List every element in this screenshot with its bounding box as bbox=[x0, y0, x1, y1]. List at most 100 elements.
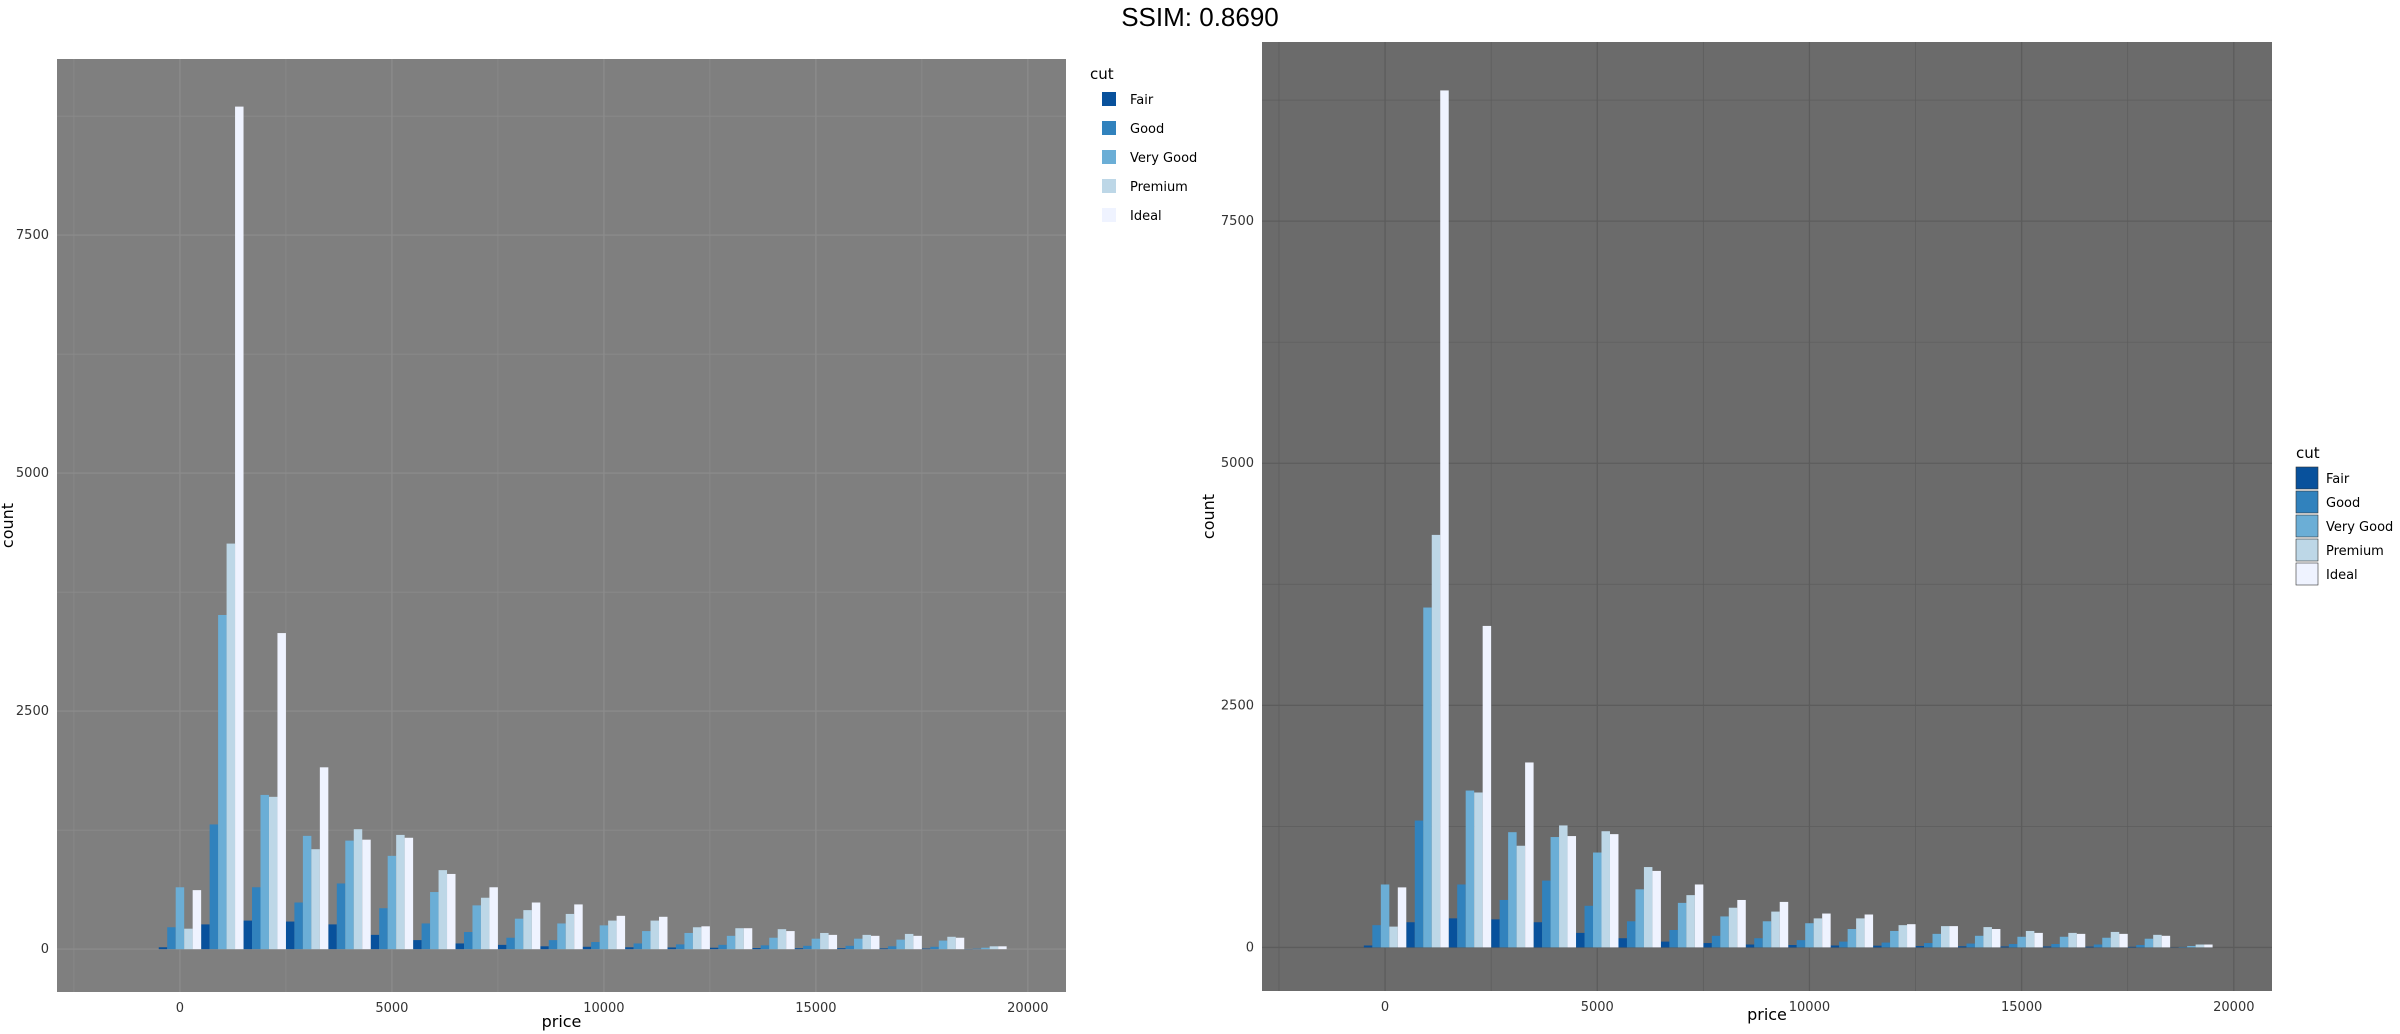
bar-very-good bbox=[1720, 916, 1729, 948]
bar-very-good bbox=[175, 887, 185, 950]
bar-good bbox=[2093, 944, 2103, 948]
x-tick-label: 0 bbox=[1381, 1000, 1389, 1015]
bar-good bbox=[1796, 940, 1806, 948]
legend-key-premium bbox=[1102, 179, 1116, 193]
bar-ideal bbox=[2034, 932, 2043, 948]
bar-ideal bbox=[1949, 926, 1958, 948]
bar-fair bbox=[243, 920, 253, 950]
bar-premium bbox=[438, 870, 448, 950]
bar-good bbox=[1881, 942, 1891, 948]
legend-key-good bbox=[2295, 490, 2319, 514]
bar-good bbox=[421, 923, 431, 950]
x-tick-label: 20000 bbox=[2213, 1000, 2254, 1015]
bar-very-good bbox=[260, 794, 269, 950]
plot-panel bbox=[1262, 42, 2272, 991]
legend-label: Fair bbox=[2326, 472, 2350, 487]
bar-very-good bbox=[684, 932, 693, 950]
bar-very-good bbox=[430, 892, 439, 950]
bar-good bbox=[2136, 945, 2145, 948]
bar-very-good bbox=[1465, 790, 1475, 948]
bar-premium bbox=[608, 920, 617, 950]
legend-key-ideal bbox=[2295, 562, 2319, 586]
bar-good bbox=[1584, 905, 1594, 948]
bar-very-good bbox=[1508, 832, 1517, 948]
bar-premium bbox=[396, 834, 405, 950]
bar-premium bbox=[1643, 867, 1653, 948]
bar-very-good bbox=[218, 614, 227, 950]
bar-very-good bbox=[981, 947, 990, 950]
bar-ideal bbox=[1737, 899, 1746, 948]
bar-good bbox=[930, 946, 939, 950]
bars bbox=[158, 106, 1007, 950]
legend-label: Good bbox=[1130, 122, 1164, 137]
bar-good bbox=[887, 946, 897, 950]
bar-premium bbox=[989, 946, 999, 950]
bar-premium bbox=[904, 933, 914, 950]
x-tick-label: 0 bbox=[176, 1001, 184, 1016]
bar-good bbox=[760, 945, 770, 950]
bar-premium bbox=[650, 920, 660, 950]
bar-very-good bbox=[472, 905, 481, 950]
bar-fair bbox=[1830, 945, 1840, 948]
bar-very-good bbox=[1974, 935, 1984, 948]
bar-good bbox=[1754, 938, 1763, 948]
bar-ideal bbox=[913, 935, 922, 950]
legend-key-fair bbox=[2295, 466, 2319, 490]
bar-ideal bbox=[531, 902, 541, 950]
bar-ideal bbox=[743, 928, 753, 950]
bar-good bbox=[1499, 899, 1509, 948]
bar-good bbox=[336, 883, 346, 950]
bar-fair bbox=[1448, 918, 1458, 948]
bar-very-good bbox=[896, 939, 905, 950]
bar-fair bbox=[285, 921, 295, 950]
legend-label: Ideal bbox=[2326, 568, 2358, 583]
bar-very-good bbox=[557, 923, 566, 950]
bar-fair bbox=[752, 948, 761, 950]
bar-fair bbox=[794, 948, 804, 950]
bar-good bbox=[1457, 884, 1466, 948]
x-axis-title: price bbox=[1747, 1005, 1787, 1024]
bar-premium bbox=[1431, 534, 1441, 948]
bar-fair bbox=[540, 946, 549, 950]
bar-good bbox=[548, 940, 558, 950]
bar-ideal bbox=[1525, 762, 1534, 948]
bar-ideal bbox=[489, 887, 498, 950]
bar-ideal bbox=[1694, 884, 1704, 948]
y-axis-title: count bbox=[1199, 494, 1218, 539]
y-tick-label: 0 bbox=[1246, 940, 1254, 955]
bar-good bbox=[463, 932, 473, 950]
bar-very-good bbox=[514, 918, 524, 950]
bar-fair bbox=[1788, 945, 1797, 948]
bar-premium bbox=[2110, 931, 2120, 948]
bar-good bbox=[803, 945, 812, 950]
bar-fair bbox=[1533, 922, 1543, 948]
bar-ideal bbox=[786, 931, 795, 950]
bar-premium bbox=[184, 928, 193, 950]
bar-good bbox=[209, 824, 219, 950]
bar-fair bbox=[455, 943, 464, 950]
y-tick-label: 2500 bbox=[1221, 698, 1254, 713]
legend-label: Very Good bbox=[1130, 151, 1197, 166]
bar-very-good bbox=[1550, 837, 1560, 948]
bar-good bbox=[1669, 929, 1678, 948]
bar-good bbox=[1711, 935, 1721, 948]
bar-very-good bbox=[1380, 884, 1390, 948]
bar-ideal bbox=[2076, 933, 2086, 948]
bar-fair bbox=[158, 947, 168, 950]
x-tick-label: 20000 bbox=[1007, 1001, 1048, 1016]
bar-good bbox=[2008, 944, 2018, 948]
bar-ideal bbox=[1822, 913, 1831, 948]
bar-fair bbox=[497, 944, 507, 950]
bar-fair bbox=[1915, 945, 1925, 948]
bar-very-good bbox=[1762, 921, 1772, 948]
bar-premium bbox=[1389, 926, 1398, 948]
y-tick-label: 0 bbox=[41, 942, 49, 957]
x-axis-title: price bbox=[542, 1012, 582, 1031]
bar-fair bbox=[2085, 946, 2094, 948]
bar-ideal bbox=[2119, 933, 2128, 948]
plot-panel bbox=[57, 59, 1066, 992]
bar-premium bbox=[1771, 911, 1780, 948]
legend-title: cut bbox=[2296, 444, 2320, 462]
bar-fair bbox=[1873, 945, 1882, 948]
